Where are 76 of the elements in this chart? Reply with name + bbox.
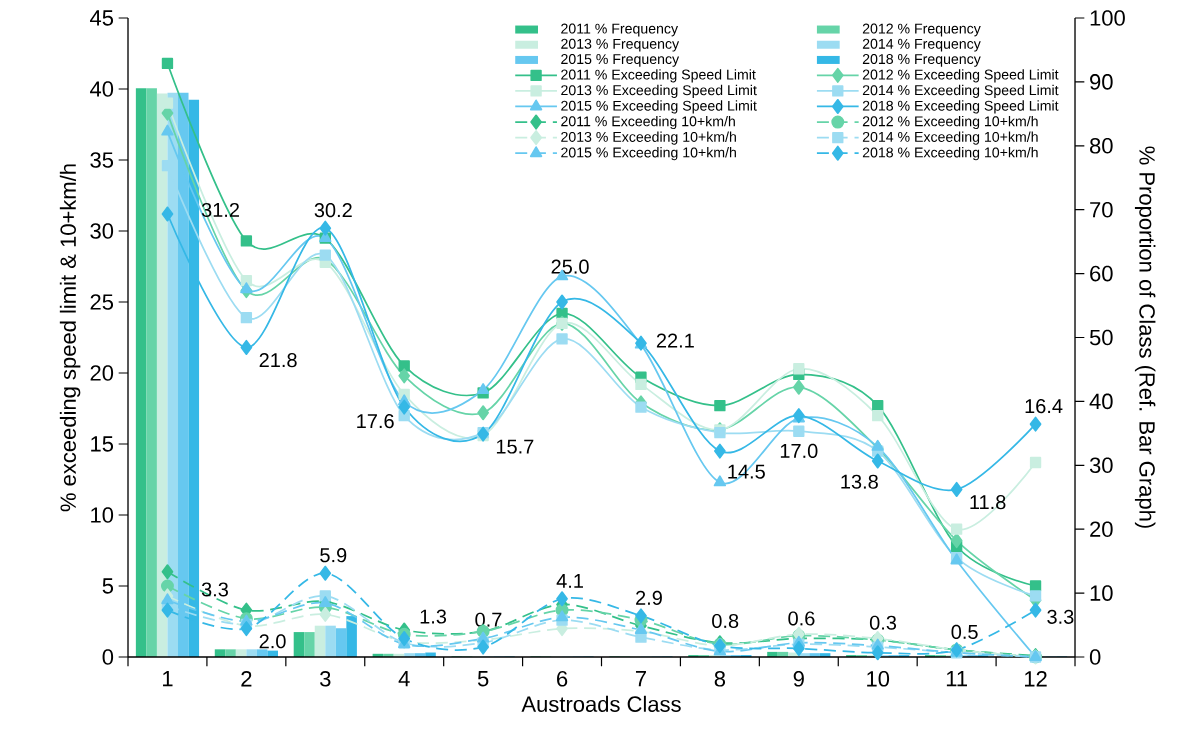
legend-label: 2014 % Exceeding 10+km/h	[862, 131, 1038, 145]
legend-label: 2012 % Frequency	[862, 23, 981, 37]
y2-tick-label: 70	[1090, 201, 1113, 218]
data-label: 15.7	[496, 439, 534, 454]
x-tick-label: 7	[635, 671, 646, 687]
y-tick-label: 40	[89, 81, 114, 97]
data-label: 0.8	[712, 613, 739, 629]
y2-tick-label: 0	[1089, 649, 1101, 665]
x-tick-label: 12	[1024, 671, 1047, 687]
data-label: 13.8	[841, 474, 878, 489]
y-tick-label: 25	[90, 294, 114, 310]
y-tick-label: 0	[102, 649, 114, 665]
legend-label: 2012 % Exceeding Speed Limit	[862, 69, 1059, 83]
data-label: 17.6	[357, 414, 394, 429]
legend-label: 2018 % Exceeding Speed Limit	[862, 100, 1059, 114]
y2-tick-label: 50	[1089, 329, 1113, 346]
y-tick-label: 15	[91, 436, 114, 452]
data-label: 0.3	[869, 615, 897, 630]
x-axis-title: Austroads Class	[521, 695, 681, 712]
y-tick-label: 10	[91, 507, 114, 523]
legend-label: 2015 % Exceeding 10+km/h	[561, 147, 736, 161]
y2-tick-label: 40	[1089, 393, 1113, 410]
y2-tick-label: 20	[1090, 521, 1113, 537]
x-tick-label: 3	[320, 671, 331, 687]
data-label: 1.3	[420, 609, 447, 624]
legend-label: 2011 % Exceeding 10+km/h	[561, 115, 735, 130]
legend-label: 2013 % Exceeding 10+km/h	[561, 131, 736, 145]
legend-label: 2011 % Exceeding Speed Limit	[561, 69, 756, 83]
y2-tick-label: 10	[1090, 585, 1113, 601]
x-tick-label: 1	[163, 671, 173, 687]
data-label: 3.3	[1047, 609, 1074, 624]
x-tick-label: 2	[241, 671, 252, 687]
data-label: 3.3	[201, 582, 228, 597]
y-tick-label: 5	[102, 578, 114, 594]
y-axis-title: % exceeding speed limit & 10+km/h	[59, 164, 81, 512]
data-label: 21.8	[259, 353, 297, 368]
y-tick-label: 30	[90, 223, 114, 239]
data-label: 11.8	[970, 495, 1006, 510]
legend-label: 2014 % Frequency	[862, 38, 981, 52]
x-tick-label: 8	[714, 671, 726, 687]
legend-label: 2015 % Frequency	[561, 54, 680, 67]
data-label: 0.6	[788, 611, 815, 626]
x-tick-label: 9	[793, 671, 804, 687]
y2-tick-label: 100	[1090, 10, 1125, 26]
y2-axis-title: % Proportion of Class (Ref. Bar Graph)	[1134, 146, 1156, 528]
data-label: 2.0	[259, 634, 286, 649]
legend-label: 2018 % Exceeding 10+km/h	[862, 147, 1038, 161]
y2-tick-label: 30	[1089, 457, 1113, 474]
data-label: 30.2	[314, 203, 352, 218]
data-label: 22.1	[656, 333, 694, 348]
data-label: 0.5	[951, 624, 978, 639]
legend-label: 2018 % Frequency	[862, 54, 981, 67]
x-tick-label: 10	[867, 671, 890, 687]
x-tick-label: 4	[398, 671, 410, 687]
data-label: 2.9	[636, 590, 662, 605]
y2-tick-label: 80	[1090, 138, 1113, 154]
data-label: 25.0	[551, 259, 589, 274]
y2-tick-label: 60	[1090, 265, 1113, 282]
data-label: 5.9	[320, 548, 347, 563]
legend-label: 2013 % Frequency	[561, 38, 680, 52]
data-label: 16.4	[1025, 399, 1063, 414]
y2-tick-label: 90	[1090, 74, 1113, 90]
data-label: 0.7	[475, 612, 502, 627]
y-tick-label: 45	[89, 10, 114, 26]
legend-label: 2015 % Exceeding Speed Limit	[561, 100, 757, 114]
legend-label: 2014 % Exceeding Speed Limit	[862, 84, 1059, 98]
legend-label: 2011 % Frequency	[561, 23, 679, 37]
y-tick-label: 35	[90, 152, 114, 168]
x-tick-label: 6	[557, 671, 568, 687]
data-label: 17.0	[780, 443, 818, 459]
legend-label: 2012 % Exceeding 10+km/h	[862, 115, 1038, 130]
data-label: 4.1	[556, 574, 583, 588]
x-tick-label: 5	[477, 671, 489, 687]
y-tick-label: 20	[90, 365, 114, 381]
legend-label: 2013 % Exceeding Speed Limit	[561, 84, 757, 98]
x-tick-label: 11	[946, 671, 967, 687]
